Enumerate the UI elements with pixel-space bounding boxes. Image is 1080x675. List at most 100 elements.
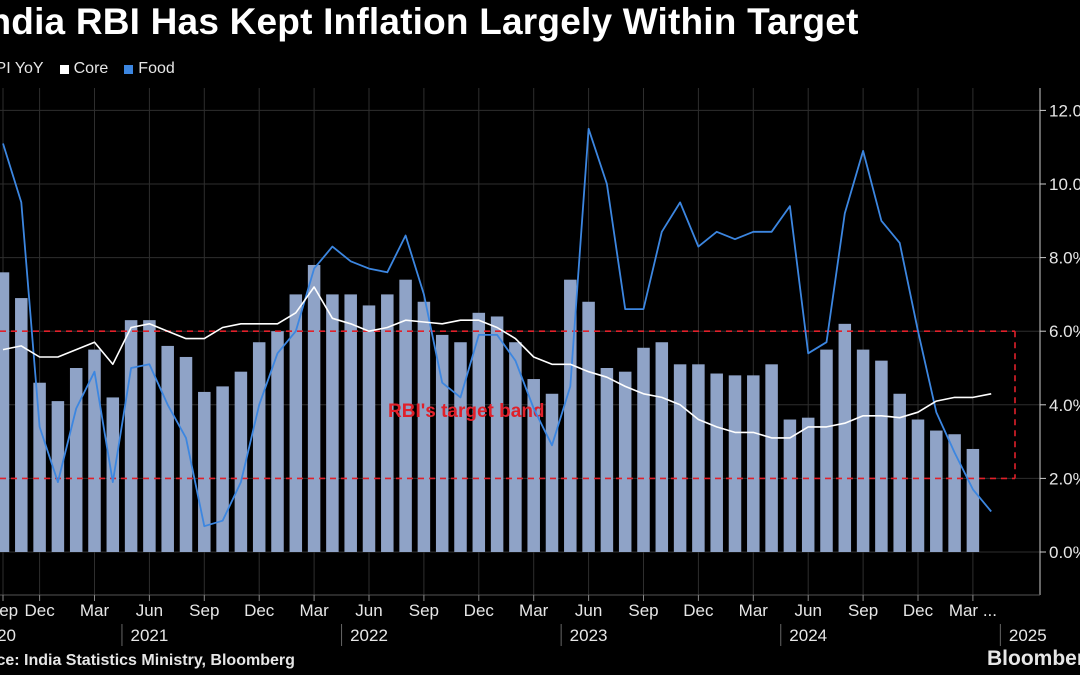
x-month-label: Dec [683,601,714,620]
x-year-label: 2025 [1009,626,1047,645]
x-month-label: Jun [136,601,163,620]
bar-cpi [911,419,925,552]
legend-label-core: Core [73,60,109,77]
bar-cpi [381,294,394,552]
x-month-label: Sep [409,601,439,620]
x-month-label: Dec [464,601,495,620]
bar-cpi [307,264,321,552]
y-tick-label: 10.0% [1049,175,1080,194]
target-band-label: RBI's target band [388,401,545,422]
bar-cpi [545,393,559,552]
x-month-label: Mar [739,601,769,620]
bar-cpi [161,345,174,552]
y-tick-label: 8.0% [1049,249,1080,268]
bar-cpi [399,279,412,552]
bar-cpi [728,375,742,552]
bar-cpi [966,448,980,552]
x-month-label: Jun [794,601,821,620]
x-month-label: Sep [189,601,219,620]
bar-cpi [326,294,339,552]
bar-cpi [490,316,504,552]
bar-cpi [618,371,632,552]
bar-cpi [948,434,961,552]
legend-label-cpi: CPI YoY [0,60,44,77]
y-tick-label: 0.0% [1049,543,1080,562]
bar-cpi [106,397,120,552]
y-tick-label: 12.0% [1049,101,1080,120]
bar-cpi [801,417,815,552]
bar-cpi [143,320,156,552]
brand-logo-text: Bloomberg [987,647,1080,670]
x-month-label: Dec [244,601,275,620]
bar-cpi [783,419,797,552]
legend-label-food: Food [138,60,175,77]
line-food [2,127,992,528]
x-month-label: Mar ... [949,601,997,620]
bar-cpi [747,375,760,552]
bar-cpi [88,349,101,552]
x-month-label: Mar [80,601,110,620]
legend-swatch-food [124,64,134,74]
bar-cpi [179,356,193,552]
bar-cpi [710,373,723,552]
x-month-label: Jun [355,601,382,620]
line-core [2,286,992,439]
bar-cpi [692,364,705,552]
bar-cpi [875,360,888,552]
bar-cpi [362,305,376,552]
bar-cpi [198,391,211,552]
x-month-label: Dec [24,601,55,620]
bar-cpi [765,364,778,552]
bar-cpi [472,312,486,552]
x-month-label: Dec [903,601,934,620]
bar-cpi [435,334,449,552]
bar-cpi [417,301,431,552]
bar-cpi [51,401,65,552]
bar-cpi [271,331,284,552]
x-month-label: Mar [299,601,329,620]
legend-item-food: Food [124,60,175,78]
bar-cpi [69,368,83,552]
x-year-label: 2023 [570,626,608,645]
bar-cpi [216,386,229,552]
bar-cpi [673,364,687,552]
x-year-label: 2021 [130,626,168,645]
bar-cpi [856,349,870,552]
legend-swatch-core [59,64,69,74]
bar-cpi [655,342,669,552]
legend-item-core: Core [59,60,109,78]
bar-cpi [0,272,10,552]
y-tick-label: 4.0% [1049,396,1080,415]
bar-cpi [820,349,833,552]
x-year-label: 2022 [350,626,388,645]
bar-cpi [930,430,943,552]
legend-item-cpi: CPI YoY [0,60,44,78]
y-tick-label: 6.0% [1049,322,1080,341]
x-month-label: Jun [575,601,602,620]
bar-cpi [838,323,852,552]
bar-cpi [252,342,266,552]
x-month-label: Mar [519,601,549,620]
bar-cpi [33,382,46,552]
bar-cpi [289,294,303,552]
bar-cpi [527,379,540,552]
x-month-label: Sep [848,601,878,620]
chart-title: India RBI Has Kept Inflation Largely Wit… [0,1,859,42]
bar-cpi [582,301,595,552]
bar-cpi [893,393,906,552]
bar-cpi [509,342,522,552]
bar-cpi [454,342,467,552]
bar-cpi [124,320,138,552]
x-month-label: Sep [628,601,658,620]
legend: CPI YoY Core Food [0,60,175,78]
bar-cpi [15,298,28,552]
x-month-label: Sep [0,601,18,620]
bar-cpi [637,347,650,552]
bar-cpi [344,294,357,552]
bar-cpi [234,371,248,552]
source-note: Source: India Statistics Ministry, Bloom… [0,652,295,669]
x-year-label: 2024 [789,626,827,645]
bar-cpi [600,368,614,552]
